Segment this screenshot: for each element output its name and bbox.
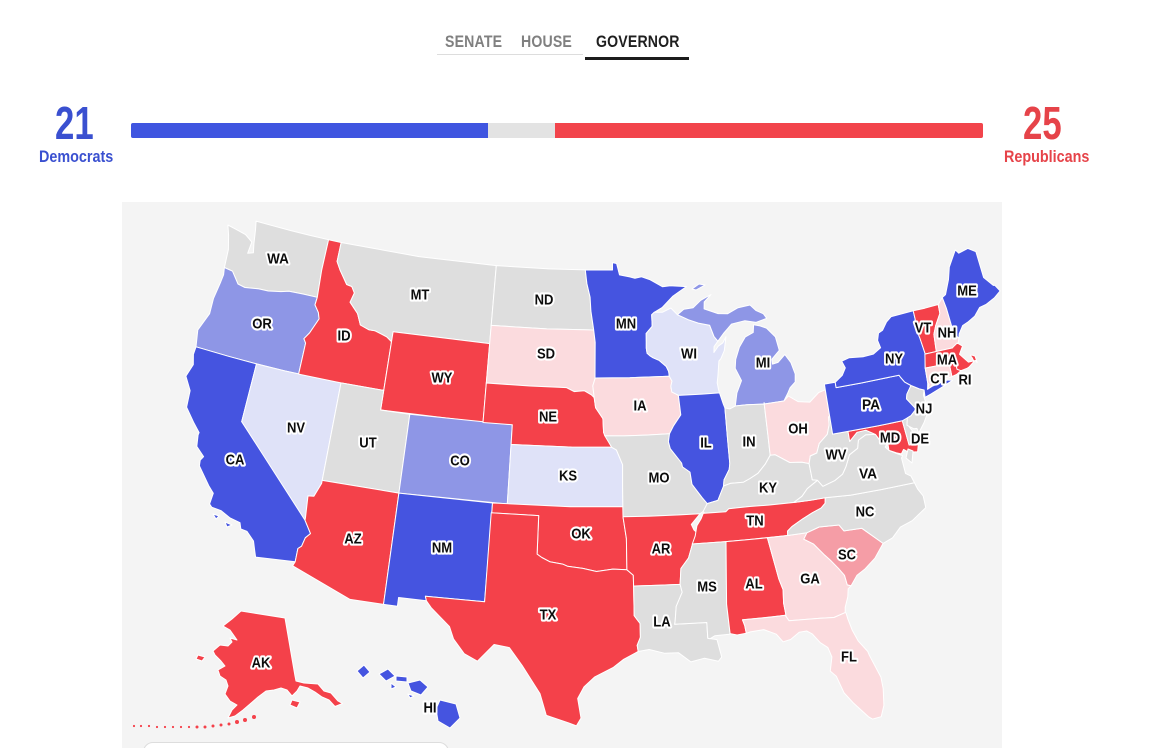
svg-text:PA: PA — [862, 396, 880, 413]
svg-text:KS: KS — [559, 467, 577, 484]
svg-text:LA: LA — [653, 613, 671, 630]
svg-text:TX: TX — [540, 606, 557, 623]
svg-text:NE: NE — [539, 408, 557, 425]
svg-text:ID: ID — [337, 327, 350, 344]
svg-text:RI: RI — [958, 371, 971, 388]
svg-text:CO: CO — [450, 452, 470, 469]
svg-text:AK: AK — [252, 654, 271, 671]
svg-text:KY: KY — [759, 479, 777, 496]
svg-text:IN: IN — [742, 433, 755, 450]
svg-text:NC: NC — [856, 503, 875, 520]
svg-text:HI: HI — [423, 699, 436, 716]
svg-text:AL: AL — [745, 575, 762, 592]
svg-text:FL: FL — [841, 648, 857, 665]
svg-text:OH: OH — [788, 420, 808, 437]
svg-text:UT: UT — [359, 434, 376, 451]
svg-text:CA: CA — [226, 451, 245, 468]
svg-text:ME: ME — [957, 282, 977, 299]
svg-text:NJ: NJ — [916, 400, 933, 417]
svg-text:NH: NH — [938, 324, 957, 341]
svg-text:CT: CT — [930, 370, 947, 387]
svg-text:WY: WY — [432, 369, 453, 386]
svg-text:MT: MT — [411, 286, 430, 303]
svg-text:WV: WV — [826, 446, 847, 463]
svg-text:MI: MI — [756, 354, 771, 371]
svg-text:WI: WI — [681, 345, 697, 362]
svg-text:OR: OR — [252, 315, 272, 332]
svg-text:AZ: AZ — [344, 530, 361, 547]
svg-text:GA: GA — [800, 570, 820, 587]
svg-text:SD: SD — [537, 345, 555, 362]
svg-text:VT: VT — [915, 319, 932, 336]
svg-text:IA: IA — [633, 397, 646, 414]
svg-text:OK: OK — [571, 525, 591, 542]
svg-text:DE: DE — [911, 430, 929, 447]
svg-text:MO: MO — [649, 469, 670, 486]
svg-text:WA: WA — [267, 250, 289, 267]
svg-text:NV: NV — [287, 419, 305, 436]
svg-text:IL: IL — [700, 434, 712, 451]
svg-text:MS: MS — [697, 578, 717, 595]
svg-text:AR: AR — [652, 540, 671, 557]
svg-text:SC: SC — [838, 546, 856, 563]
svg-text:ND: ND — [535, 291, 554, 308]
svg-text:TN: TN — [746, 512, 763, 529]
svg-text:NM: NM — [432, 539, 452, 556]
svg-text:MN: MN — [616, 315, 636, 332]
svg-text:MA: MA — [937, 351, 957, 368]
svg-text:VA: VA — [859, 465, 877, 482]
svg-text:MD: MD — [880, 429, 900, 446]
svg-text:NY: NY — [885, 350, 903, 367]
